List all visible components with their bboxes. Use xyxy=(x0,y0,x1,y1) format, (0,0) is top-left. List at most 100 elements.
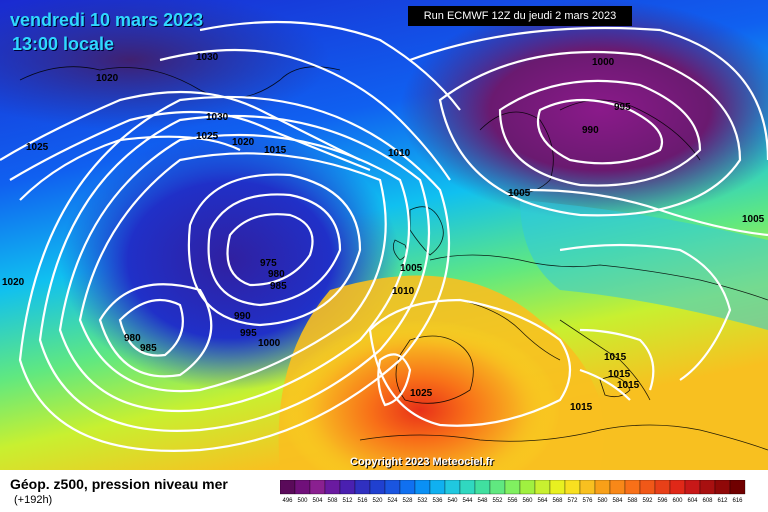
colorbar-swatch xyxy=(714,480,731,495)
isobar-label: 995 xyxy=(240,328,257,339)
colorbar-tick-label: 504 xyxy=(312,498,323,504)
colorbar-swatch xyxy=(324,480,341,495)
colorbar-swatch xyxy=(609,480,626,495)
isobar-label: 990 xyxy=(582,125,599,136)
colorbar-tick-label: 508 xyxy=(327,498,338,504)
colorbar-tick-label: 528 xyxy=(402,498,413,504)
colorbar-swatch xyxy=(729,480,746,495)
isobar-label: 1000 xyxy=(592,57,615,68)
colorbar-swatch xyxy=(429,480,446,495)
colorbar-tick-label: 600 xyxy=(672,498,683,504)
isobar-label: 980 xyxy=(268,269,285,280)
colorbar-swatch xyxy=(280,480,296,495)
colorbar-swatch xyxy=(639,480,656,495)
colorbar-tick-label: 520 xyxy=(372,498,383,504)
isobar-label: 995 xyxy=(614,102,631,113)
colorbar-tick-label: 588 xyxy=(627,498,638,504)
isobar-label: 1030 xyxy=(196,52,219,63)
isobar-label: 1025 xyxy=(410,388,433,399)
isobar-labels: 1030 1020 1025 1030 1025 1020 1015 1010 … xyxy=(2,52,765,413)
colorbar-swatch xyxy=(369,480,386,495)
isobar-label: 1020 xyxy=(232,137,255,148)
colorbar-tick-label: 568 xyxy=(552,498,563,504)
colorbar-tick-label: 560 xyxy=(522,498,533,504)
isobar-label: 985 xyxy=(140,343,157,354)
colorbar-swatch xyxy=(399,480,416,495)
isobar-label: 1015 xyxy=(608,369,631,380)
colorbar-tick-label: 592 xyxy=(642,498,653,504)
colorbar-tick-label: 552 xyxy=(492,498,503,504)
colorbar-tick-label: 596 xyxy=(657,498,668,504)
isobar-label: 1005 xyxy=(508,188,531,199)
colorbar-swatch xyxy=(444,480,461,495)
colorbar-swatch xyxy=(579,480,596,495)
isobar-label: 1005 xyxy=(400,263,423,274)
colorbar-swatch xyxy=(504,480,521,495)
coastlines xyxy=(19,66,768,451)
forecast-time: 13:00 locale xyxy=(12,34,115,54)
colorbar-tick-label: 612 xyxy=(717,498,728,504)
colorbar-swatch xyxy=(654,480,671,495)
isobar-label: 985 xyxy=(270,281,287,292)
colorbar-tick-label: 576 xyxy=(582,498,593,504)
colorbar-tick-label: 608 xyxy=(702,498,713,504)
isobar-label: 1030 xyxy=(206,112,229,123)
colorbar-swatch xyxy=(384,480,401,495)
isobar-label: 1025 xyxy=(26,142,49,153)
colorbar-tick-label: 500 xyxy=(297,498,308,504)
legend-title: Géop. z500, pression niveau mer xyxy=(10,476,228,492)
colorbar-tick-label: 556 xyxy=(507,498,518,504)
colorbar-tick-label: 548 xyxy=(477,498,488,504)
colorbar-swatch xyxy=(459,480,476,495)
colorbar-tick-label: 532 xyxy=(417,498,428,504)
weather-map: 1030 1020 1025 1030 1025 1020 1015 1010 … xyxy=(0,0,768,470)
iberian-ridge-shading xyxy=(280,320,560,470)
isobar-label: 1020 xyxy=(2,277,25,288)
colorbar-tick-label: 544 xyxy=(462,498,473,504)
isobar-label: 1020 xyxy=(96,73,119,84)
isobar-label: 1010 xyxy=(388,148,411,159)
colorbar-tick-label: 536 xyxy=(432,498,443,504)
isobar-label: 1015 xyxy=(570,402,593,413)
colorbar-tick-label: 512 xyxy=(342,498,353,504)
central-europe-shading xyxy=(520,200,768,330)
colorbar-swatch xyxy=(564,480,581,495)
colorbar-swatch xyxy=(474,480,491,495)
colorbar-swatch xyxy=(594,480,611,495)
colorbar-swatch xyxy=(414,480,431,495)
colorbar-swatch xyxy=(354,480,371,495)
isobar-label: 1010 xyxy=(392,286,415,297)
copyright-notice: Copyright 2023 Meteociel.fr xyxy=(350,456,494,468)
isobar-label: 1015 xyxy=(604,352,627,363)
colorbar-swatch xyxy=(699,480,716,495)
colorbar-swatch xyxy=(669,480,686,495)
model-run-banner: Run ECMWF 12Z du jeudi 2 mars 2023 xyxy=(408,6,632,26)
colorbar: 496 500 504 508 512 516 520 524 528 532 536 540 544 5… xyxy=(280,480,746,504)
forecast-date: vendredi 10 mars 2023 xyxy=(10,10,204,30)
colorbar-swatch xyxy=(684,480,701,495)
colorbar-tick-label: 580 xyxy=(597,498,608,504)
colorbar-swatch xyxy=(549,480,566,495)
colorbar-tick-label: 524 xyxy=(387,498,398,504)
colorbar-swatch xyxy=(294,480,311,495)
colorbar-tick-label: 516 xyxy=(357,498,368,504)
legend-subtitle: (+192h) xyxy=(14,494,53,506)
colorbar-tick-label: 540 xyxy=(447,498,458,504)
isobar-label: 1000 xyxy=(258,338,281,349)
colorbar-swatch xyxy=(519,480,536,495)
colorbar-tick-label: 572 xyxy=(567,498,578,504)
colorbar-swatch xyxy=(624,480,641,495)
colorbar-swatch xyxy=(489,480,506,495)
isobar-label: 1015 xyxy=(264,145,287,156)
isobar-label: 980 xyxy=(124,333,141,344)
colorbar-tick-label: 584 xyxy=(612,498,623,504)
colorbar-tick-label: 496 xyxy=(282,498,293,504)
isobar-lines xyxy=(0,20,768,452)
isobar-label: 1025 xyxy=(196,131,219,142)
isobar-label: 975 xyxy=(260,258,277,269)
colorbar-tick-label: 604 xyxy=(687,498,698,504)
isobar-label: 1015 xyxy=(617,380,640,391)
colorbar-swatch xyxy=(339,480,356,495)
isobar-label: 1005 xyxy=(742,214,765,225)
colorbar-tick-label: 564 xyxy=(537,498,548,504)
